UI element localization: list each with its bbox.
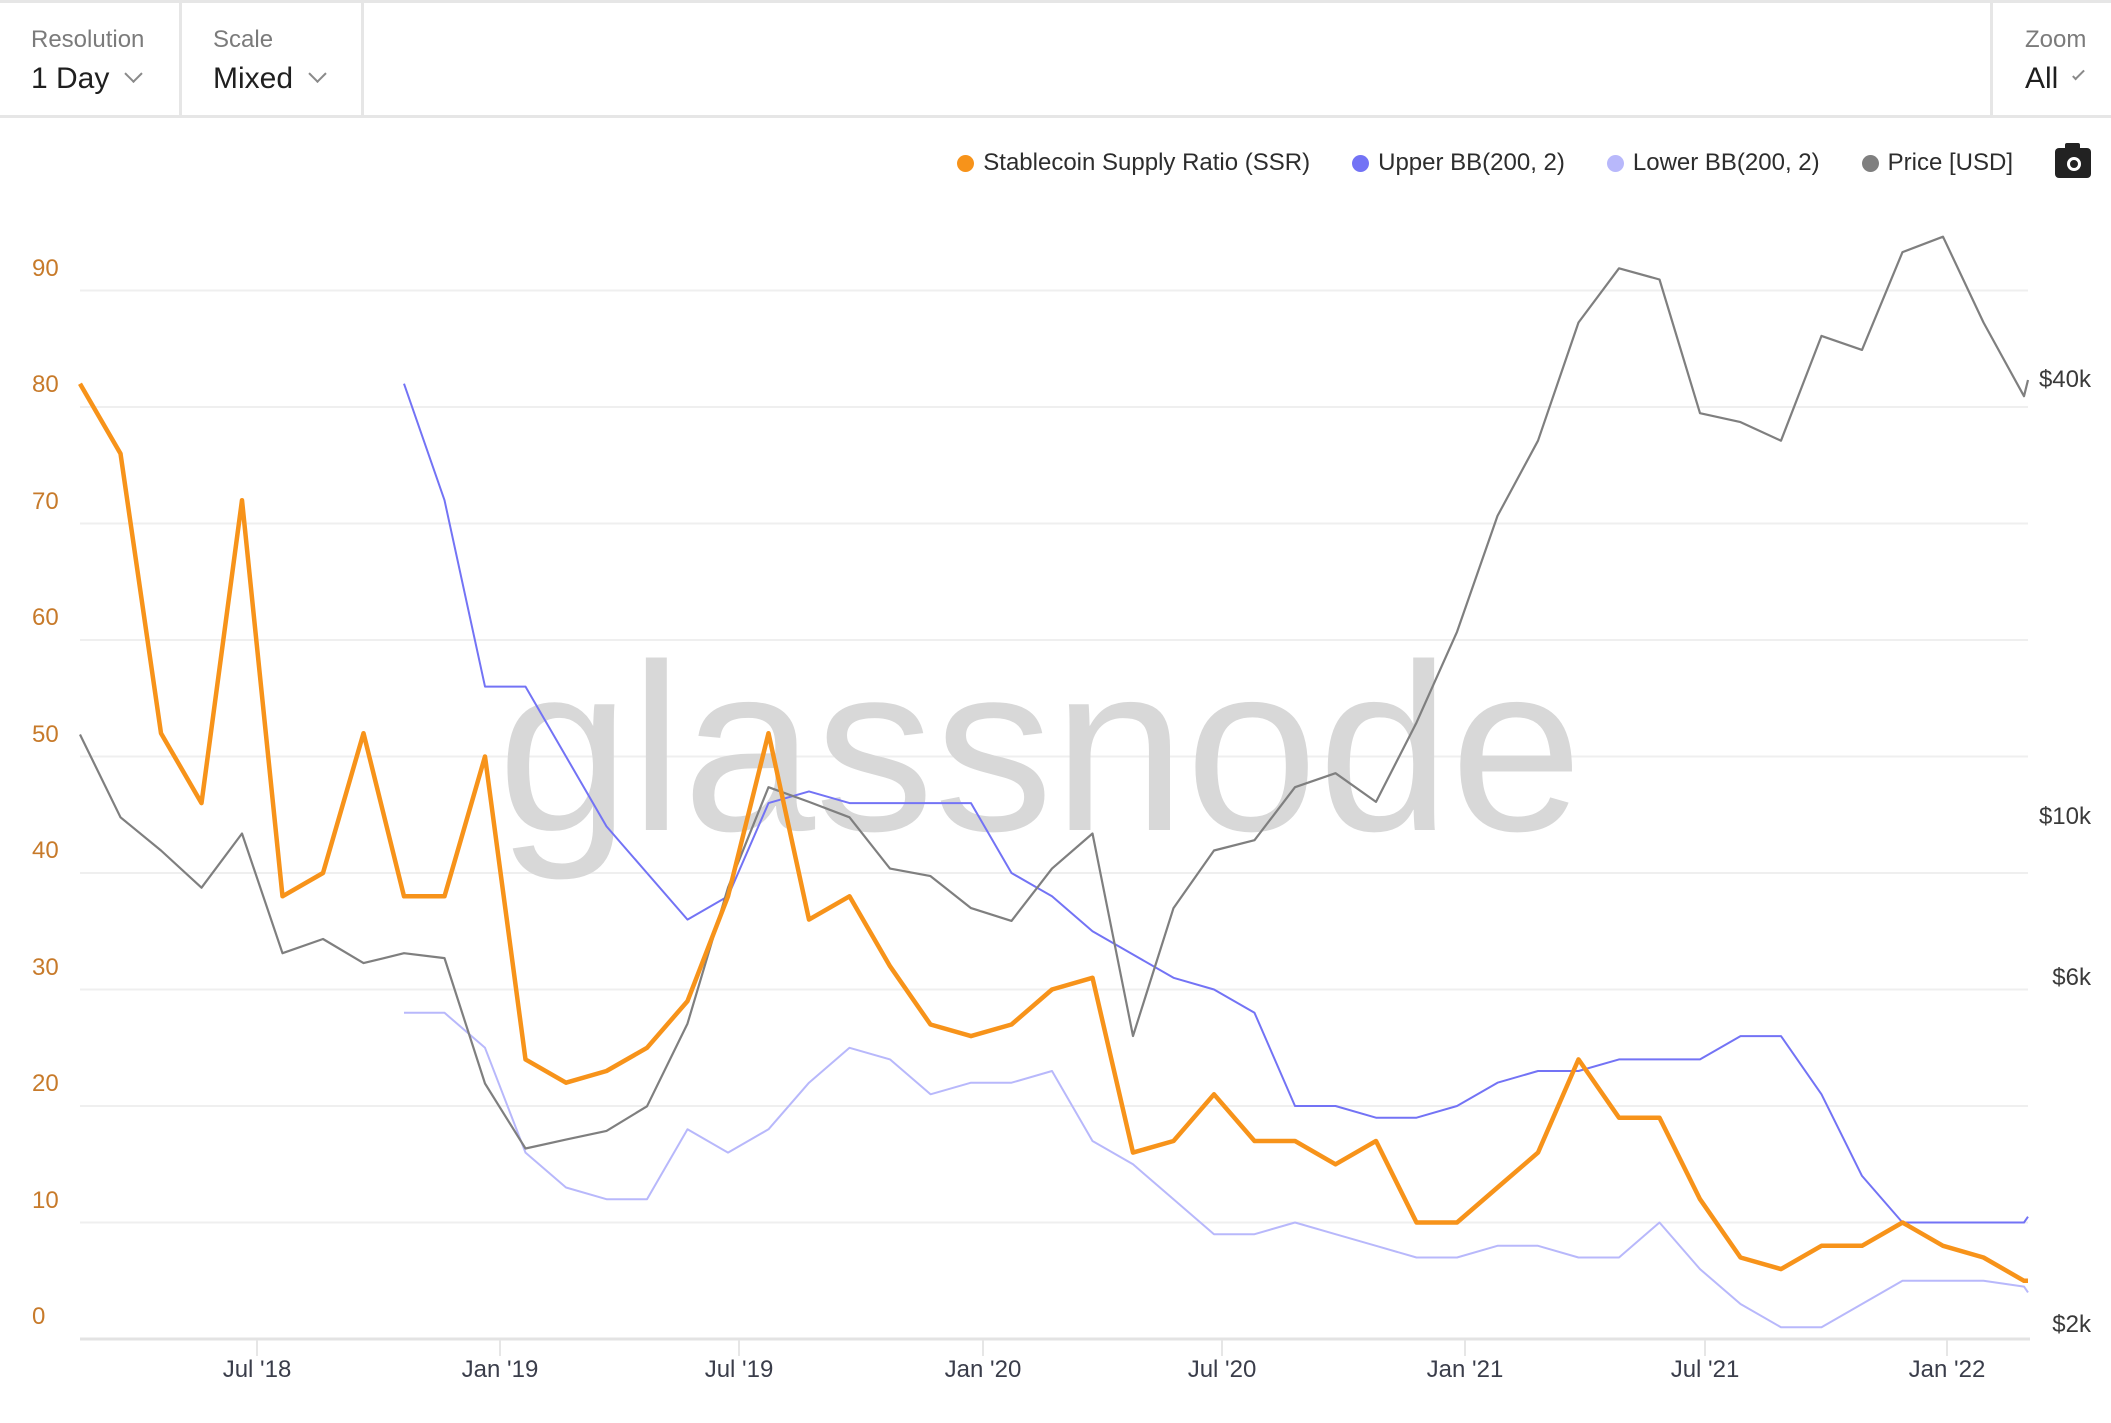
toolbar-spacer <box>364 3 1993 115</box>
legend-dot-price <box>1861 154 1879 172</box>
y-left-tick-label: 60 <box>32 604 59 631</box>
y-left-tick-label: 0 <box>32 1303 46 1330</box>
x-tick-label: Jan '22 <box>1908 1356 1986 1383</box>
y-left-tick-label: 30 <box>32 953 59 981</box>
series-upper-bb-200-2 <box>403 383 2029 1224</box>
x-tick-label: Jul '20 <box>1187 1356 1257 1383</box>
scale-value: Mixed <box>213 62 294 95</box>
y-left-tick-label: 50 <box>32 720 59 748</box>
y-left-tick-label: 40 <box>32 837 59 864</box>
y-right-tick-label: $2k <box>2052 1311 2091 1338</box>
y-left-tick-label: 80 <box>32 371 59 398</box>
zoom-label: Zoom <box>2025 26 2087 53</box>
series-lines <box>78 235 2030 1329</box>
y-left-tick-label: 20 <box>32 1070 59 1097</box>
legend-label-lower-bb: Lower BB(200, 2) <box>1632 149 1820 176</box>
chart-toolbar: Resolution 1 Day Scale Mixed Zoom All <box>0 0 2111 118</box>
legend-item-lower-bb[interactable]: Lower BB(200, 2) <box>1606 149 1820 177</box>
legend-label-price: Price [USD] <box>1887 149 2013 176</box>
y-left-tick-label: 90 <box>32 254 59 282</box>
legend-dot-upper-bb <box>1352 154 1370 172</box>
series-price-usd <box>79 235 2030 1150</box>
x-ticks <box>256 1340 1948 1356</box>
y-right-tick-label: $10k <box>2038 803 2091 831</box>
watermark: glassnode <box>497 616 1582 881</box>
y-right-tick-label: $6k <box>2052 964 2091 992</box>
x-tick-label: Jul '18 <box>222 1356 292 1383</box>
x-tick-label: Jan '20 <box>944 1356 1022 1383</box>
camera-icon[interactable] <box>2055 143 2091 178</box>
y-left-tick-label: 10 <box>32 1186 59 1214</box>
legend-label-ssr: Stablecoin Supply Ratio (SSR) <box>983 149 1311 176</box>
legend-item-upper-bb[interactable]: Upper BB(200, 2) <box>1352 149 1565 177</box>
zoom-value: All <box>2025 62 2059 95</box>
resolution-value: 1 Day <box>31 62 110 95</box>
resolution-dropdown[interactable]: Resolution 1 Day <box>0 3 182 115</box>
legend-dot-lower-bb <box>1606 154 1624 172</box>
scale-dropdown[interactable]: Scale Mixed <box>182 3 364 115</box>
x-tick-label: Jul '21 <box>1670 1356 1740 1383</box>
legend-item-price[interactable]: Price [USD] <box>1861 149 2013 177</box>
scale-label: Scale <box>213 26 274 53</box>
x-tick-label: Jan '19 <box>461 1356 539 1383</box>
resolution-label: Resolution <box>31 26 145 53</box>
zoom-dropdown[interactable]: Zoom All <box>1993 3 2111 115</box>
x-tick-label: Jan '21 <box>1426 1356 1504 1383</box>
legend-item-ssr[interactable]: Stablecoin Supply Ratio (SSR) <box>957 149 1310 177</box>
series-lower-bb-200-2 <box>404 1011 2029 1329</box>
y-right-tick-label: $40k <box>2038 366 2091 393</box>
series-stablecoin-supply-ratio-ssr <box>78 382 2028 1284</box>
legend-label-upper-bb: Upper BB(200, 2) <box>1378 149 1565 176</box>
legend-dot-ssr <box>957 154 975 172</box>
legend: Stablecoin Supply Ratio (SSR) Upper BB(2… <box>957 143 2091 178</box>
y-left-tick-label: 70 <box>32 487 59 515</box>
x-tick-label: Jul '19 <box>704 1356 774 1383</box>
